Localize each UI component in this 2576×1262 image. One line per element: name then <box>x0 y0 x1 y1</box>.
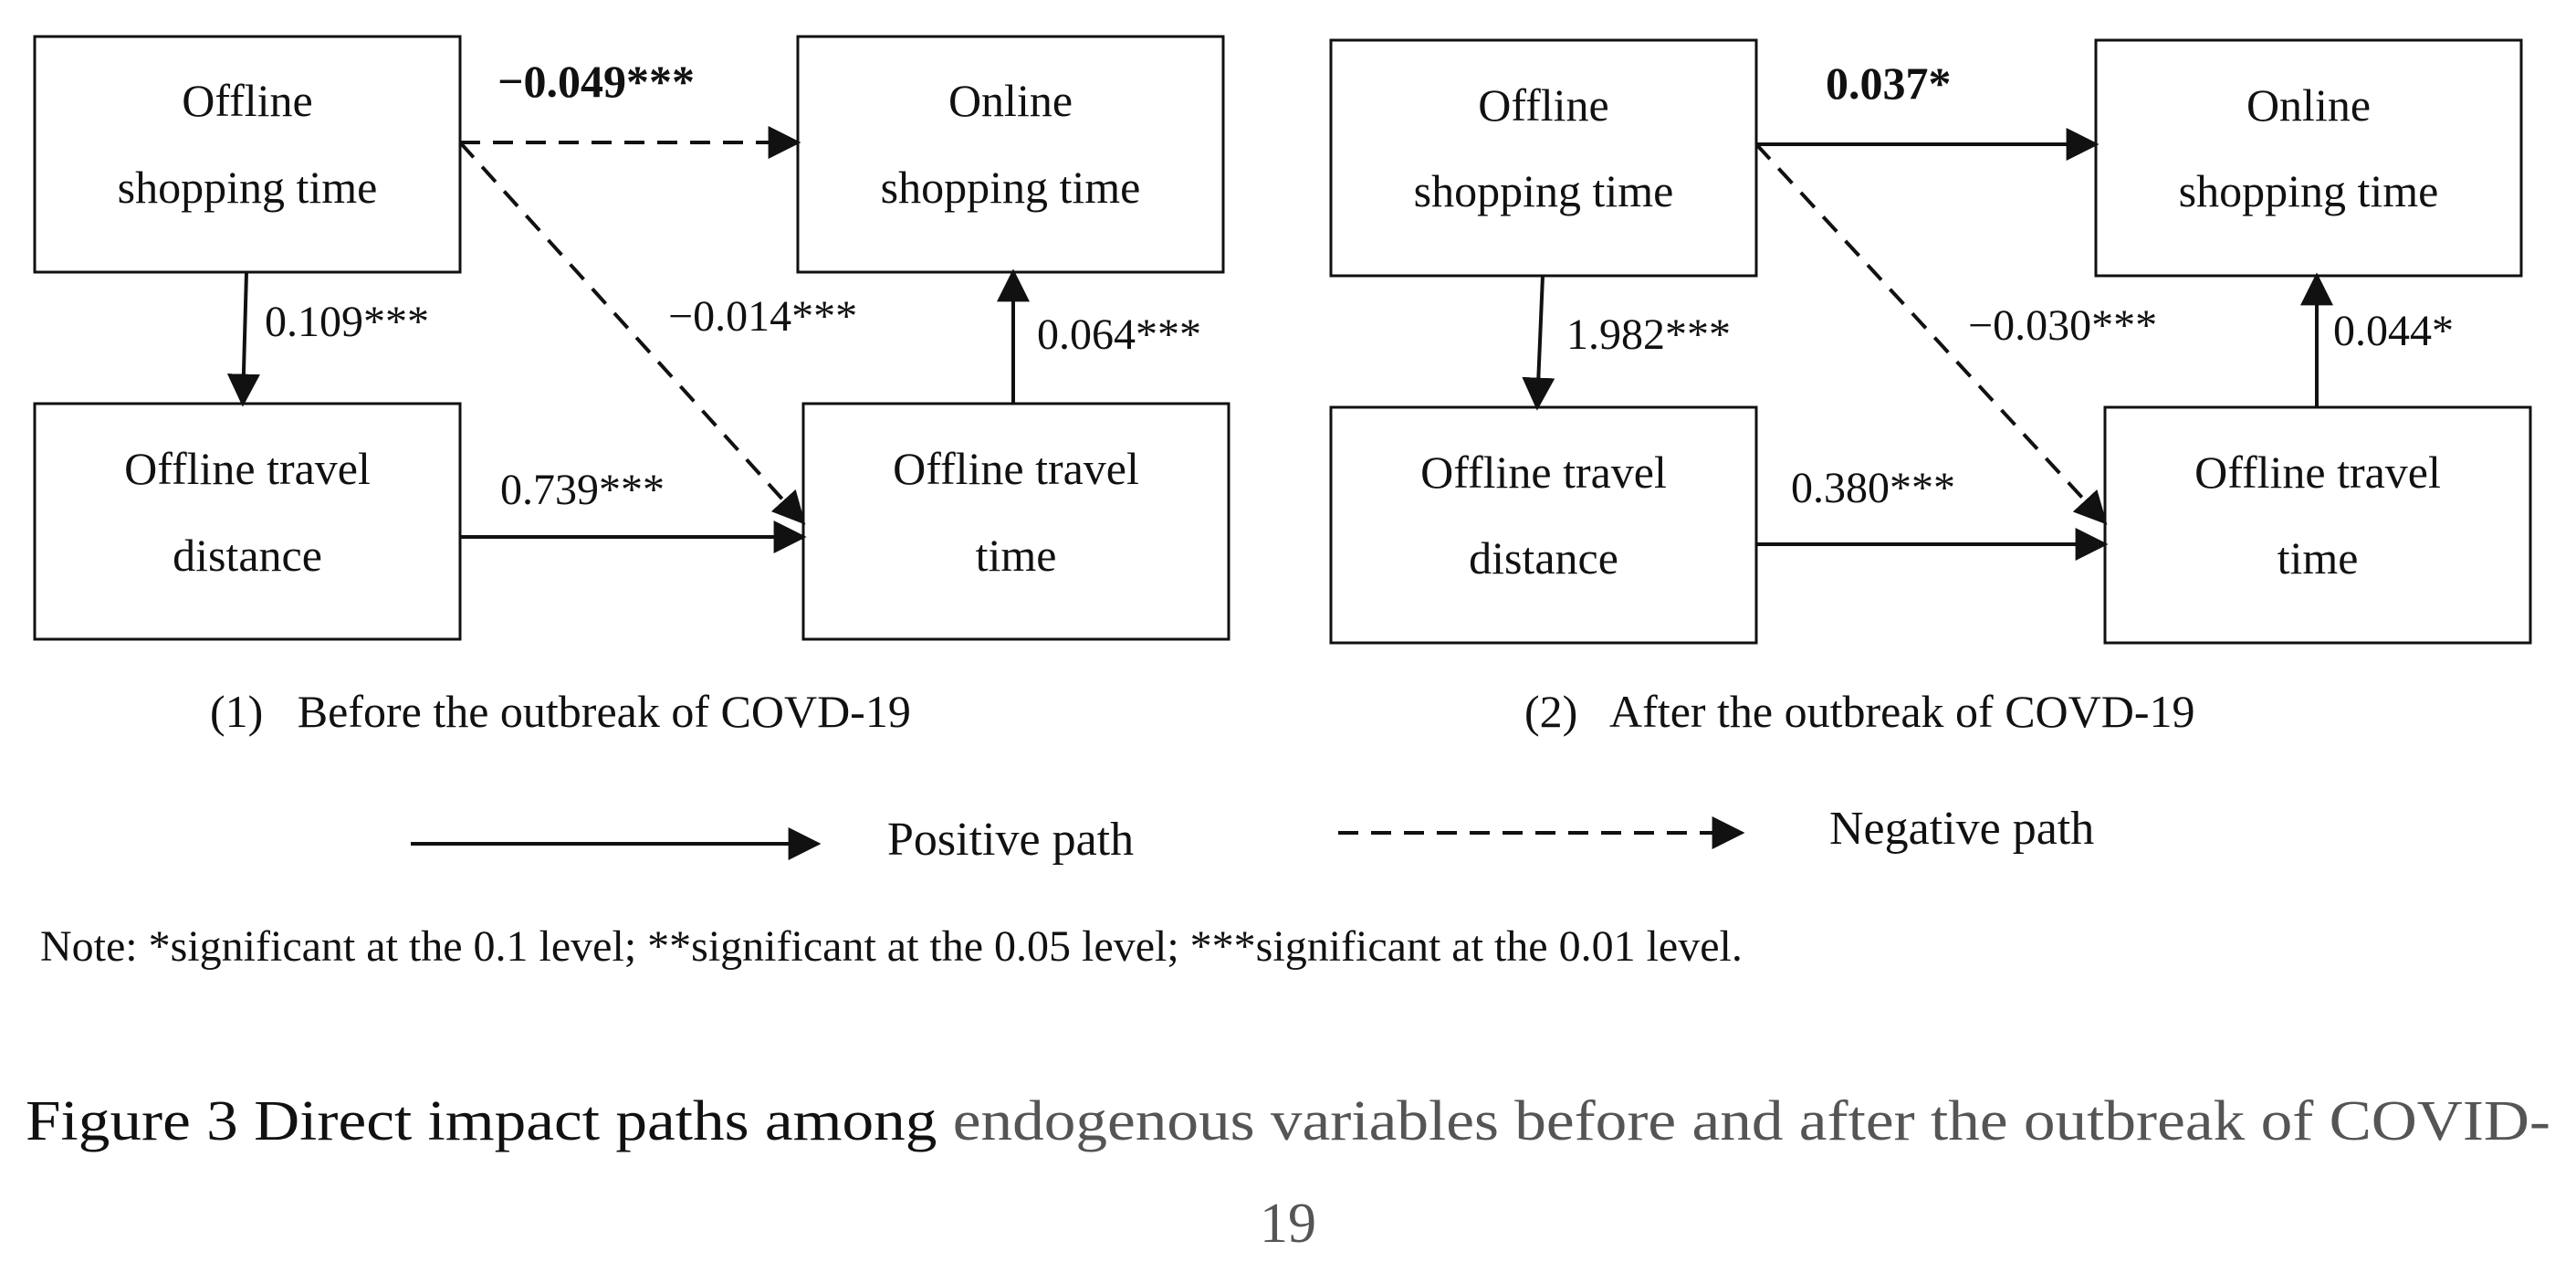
path-offline-to-traveltime <box>1754 142 2108 525</box>
figure-caption-part1: Figure 3 Direct impact paths among <box>26 1090 953 1152</box>
path-offline-to-distance <box>1522 275 1555 411</box>
significance-note: Note: *significant at the 0.1 level; **s… <box>40 922 1743 971</box>
box-offline-travel-time: Offline travel time <box>801 402 1230 641</box>
panel-before: Offline shopping time Online shopping ti… <box>33 35 1230 737</box>
box-offline-travel-time: Offline travel time <box>2103 405 2532 645</box>
box-online-shopping-time: Online shopping time <box>2094 38 2523 278</box>
box-online-shopping-time: Online shopping time <box>796 35 1225 274</box>
coef-distance-to-traveltime: 0.380*** <box>1791 464 1955 512</box>
box-offline-travel-distance: Offline travel distance <box>33 402 462 641</box>
path-offline-to-distance <box>226 271 260 407</box>
coef-distance-to-traveltime: 0.739*** <box>500 466 665 514</box>
coef-offline-to-online: −0.049*** <box>497 56 695 107</box>
box-label-line1: Offline <box>1478 79 1608 131</box>
box-label-line2: shopping time <box>1414 165 1674 216</box>
figure-caption-line2: 19 <box>1260 1193 1316 1255</box>
box-label-line2: shopping time <box>2179 165 2439 216</box>
panel-after: Offline shopping time Online shopping ti… <box>1329 38 2532 737</box>
figure-caption-part2: endogenous variables before and after th… <box>953 1090 2550 1152</box>
box-label-line1: Offline travel <box>1420 447 1667 498</box>
path-offline-to-traveltime <box>458 141 806 525</box>
coef-offline-to-traveltime: −0.014*** <box>668 292 857 341</box>
box-label-line2: distance <box>173 530 322 581</box>
box-offline-shopping-time: Offline shopping time <box>1329 38 1758 278</box>
box-label-line1: Online <box>948 75 1073 126</box>
coef-offline-to-distance: 1.982*** <box>1566 310 1731 359</box>
coef-offline-to-traveltime: −0.030*** <box>1968 301 2157 350</box>
box-label-line2: time <box>976 530 1057 581</box>
box-label-line1: Online <box>2246 79 2371 131</box>
legend: Positive path Negative path <box>411 803 2094 866</box>
panel-caption: (2) After the outbreak of COVD-19 <box>1524 686 2195 737</box>
box-label-line2: shopping time <box>881 162 1141 213</box>
panel-caption: (1) Before the outbreak of COVD-19 <box>210 686 911 737</box>
figure-caption: Figure 3 Direct impact paths among endog… <box>26 1090 2550 1152</box>
box-offline-shopping-time: Offline shopping time <box>33 35 462 274</box>
legend-positive-label: Positive path <box>887 814 1134 866</box>
box-label-line1: Offline travel <box>124 443 371 494</box>
legend-negative-label: Negative path <box>1829 803 2094 855</box>
coef-traveltime-to-online: 0.044* <box>2333 307 2454 355</box>
box-label-line2: shopping time <box>118 162 378 213</box>
box-label-line1: Offline <box>182 75 312 126</box>
coef-traveltime-to-online: 0.064*** <box>1037 310 1201 359</box>
coef-offline-to-online: 0.037* <box>1826 58 1952 109</box>
box-offline-travel-distance: Offline travel distance <box>1329 405 1758 645</box>
box-label-line1: Offline travel <box>2194 447 2441 498</box>
box-label-line2: distance <box>1469 532 1618 584</box>
box-label-line1: Offline travel <box>893 443 1139 494</box>
box-label-line2: time <box>2278 532 2359 584</box>
coef-offline-to-distance: 0.109*** <box>265 298 429 346</box>
